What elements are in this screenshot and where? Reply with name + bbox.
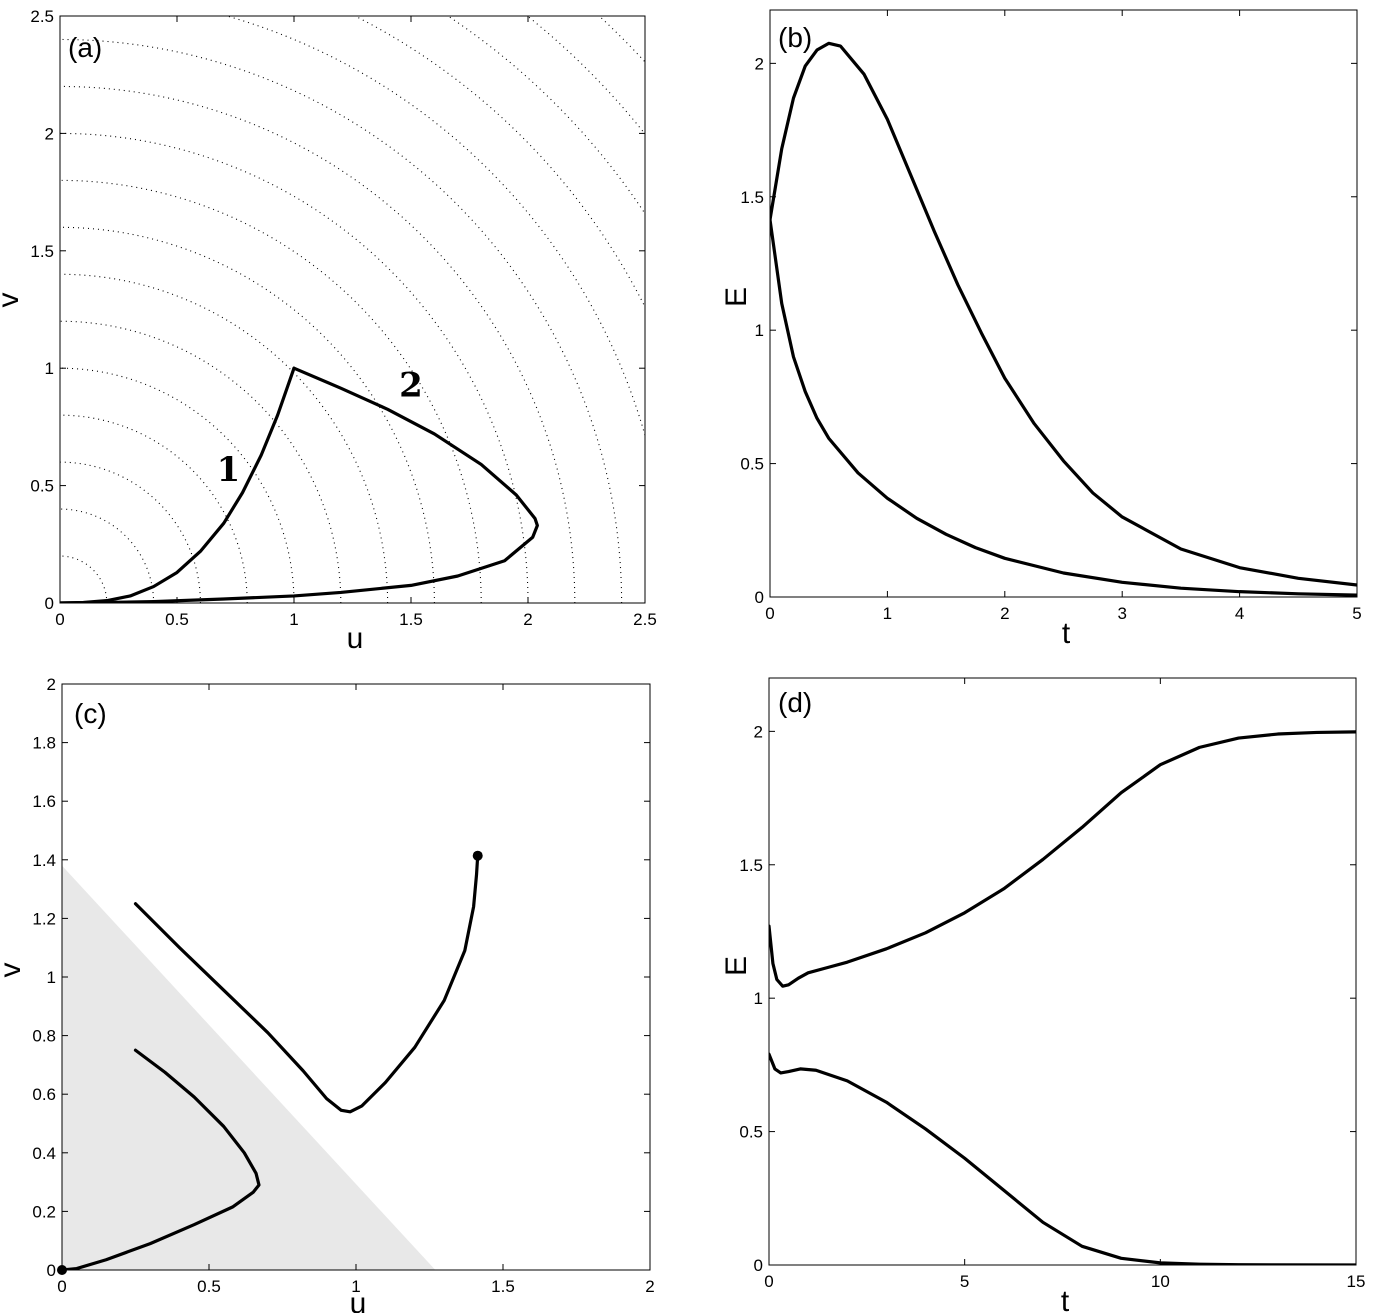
y-tick-label: 0.6 [32, 1085, 56, 1104]
y-axis-label: v [0, 293, 25, 308]
panel-label: (d) [778, 687, 812, 718]
y-tick-label: 2.5 [30, 7, 54, 26]
x-tick-label: 3 [1117, 604, 1126, 623]
contour-circle [224, 16, 645, 438]
y-tick-label: 2 [45, 124, 54, 143]
x-tick-label: 1.5 [491, 1277, 515, 1296]
x-tick-label: 0.5 [197, 1277, 221, 1296]
contour-circle [60, 320, 342, 603]
y-tick-label: 0.4 [32, 1144, 56, 1163]
panel-label: (c) [74, 698, 107, 729]
x-axis-label: t [1061, 1285, 1070, 1313]
x-tick-label: 0 [765, 604, 774, 623]
panel-b: 0 1 2 3 4 5 0 0.5 1 1.5 2 t E (b) [720, 9, 1362, 650]
panel-c: 0 0.5 1 1.5 2 0 0.2 0.4 0.6 0.8 1 1.2 1.4 1.6 1.8 2 u v (c… [0, 675, 655, 1313]
x-tick-label: 0 [764, 1272, 773, 1291]
contour-circle [353, 16, 645, 309]
x-axis-label: u [347, 622, 364, 655]
y-tick-label: 0.5 [30, 477, 54, 496]
x-tick-label: 1 [351, 1277, 360, 1296]
x-tick-label: 5 [1352, 604, 1361, 623]
contour-circle [447, 16, 645, 215]
y-tick-label: 1.6 [32, 792, 56, 811]
contour-circle [60, 555, 108, 603]
y-tick-label: 0.5 [740, 455, 764, 474]
plot-area [62, 854, 480, 1270]
y-tick-label: 0 [45, 594, 54, 613]
x-tick-label: 1 [289, 610, 298, 629]
contour-circle [60, 508, 155, 603]
axes-frame [768, 677, 1357, 1266]
panel-a: 0 0.5 1 1.5 2 2.5 0 0.5 1 1.5 2 2.5 u v (a) 1 2 [0, 7, 657, 655]
y-tick-label: 0.8 [32, 1027, 56, 1046]
series-line-1 [769, 730, 1356, 988]
marker-point [472, 850, 483, 861]
axes-frame [769, 9, 1358, 598]
shaded-region [62, 865, 436, 1270]
y-tick-label: 1 [754, 989, 763, 1008]
y-axis-label: v [0, 963, 27, 978]
contour-circle [60, 367, 295, 603]
y-tick-label: 1.5 [740, 188, 764, 207]
y-tick-label: 2 [754, 722, 763, 741]
y-tick-label: 1.5 [739, 856, 763, 875]
y-tick-label: 0 [755, 588, 764, 607]
x-axis-label: t [1062, 617, 1071, 650]
x-tick-label: 1.5 [399, 610, 423, 629]
x-tick-label: 2 [1000, 604, 1009, 623]
y-tick-label: 1.4 [32, 851, 56, 870]
x-tick-label: 0 [57, 1277, 66, 1296]
y-tick-label: 2 [755, 54, 764, 73]
y-tick-label: 0 [754, 1256, 763, 1275]
series-line-2 [770, 218, 1357, 597]
x-tick-label: 0 [55, 610, 64, 629]
y-tick-label: 2 [47, 675, 56, 694]
contour-circle [60, 461, 201, 603]
y-tick-label: 0.2 [32, 1202, 56, 1221]
x-tick-label: 0.5 [165, 610, 189, 629]
x-tick-label: 2 [523, 610, 532, 629]
contour-circle [60, 226, 435, 603]
y-tick-label: 1.5 [30, 242, 54, 261]
series-line-2 [769, 1052, 1356, 1265]
series-line-2 [60, 366, 539, 603]
x-tick-label: 1 [883, 604, 892, 623]
series-line-1 [62, 1048, 261, 1270]
y-tick-label: 1 [47, 968, 56, 987]
x-tick-label: 2 [645, 1277, 654, 1296]
y-tick-label: 0.5 [739, 1123, 763, 1142]
y-tick-label: 1.2 [32, 909, 56, 928]
contour-circle [60, 273, 389, 603]
x-tick-label: 4 [1235, 604, 1244, 623]
axes-frame [59, 15, 646, 604]
x-tick-label: 10 [1151, 1272, 1170, 1291]
y-tick-label: 1 [45, 359, 54, 378]
plot-area [60, 16, 645, 603]
x-axis-label: u [350, 1287, 367, 1313]
plot-area [770, 41, 1357, 597]
y-axis-label: E [720, 287, 753, 307]
contour-circle [60, 85, 576, 603]
contour-circle [526, 16, 645, 135]
x-tick-label: 2.5 [633, 610, 657, 629]
curve-label: 1 [217, 450, 241, 490]
y-axis-label: E [720, 956, 753, 976]
contour-circle [60, 38, 623, 603]
panel-d: 0 5 10 15 0 0.5 1 1.5 2 t E (d) [720, 677, 1366, 1313]
y-tick-label: 1.8 [32, 734, 56, 753]
x-tick-label: 15 [1347, 1272, 1366, 1291]
y-tick-label: 0 [47, 1261, 56, 1280]
series-line-1 [60, 366, 296, 603]
series-line-2 [133, 854, 480, 1114]
series-line-1 [770, 41, 1357, 587]
y-tick-label: 1 [755, 321, 764, 340]
panel-label: (b) [778, 22, 812, 53]
panel-label: (a) [68, 32, 102, 63]
contour-circle [60, 414, 248, 603]
curve-label: 2 [399, 365, 423, 405]
x-tick-label: 5 [960, 1272, 969, 1291]
plot-area [769, 730, 1356, 1265]
